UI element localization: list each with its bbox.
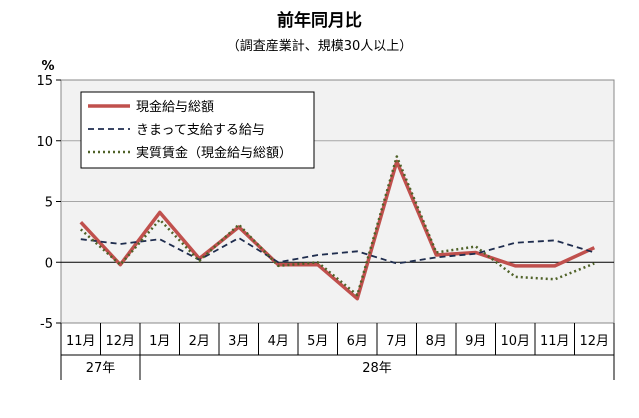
year-group-label: 28年 [362,361,392,376]
y-tick-label: 5 [45,196,53,211]
x-tick-label: 9月 [465,334,486,349]
x-tick-label: 11月 [540,334,570,349]
y-tick-label: 10 [36,135,53,150]
x-tick-label: 11月 [66,334,96,349]
x-tick-label: 4月 [268,334,289,349]
chart-title: 前年同月比 [277,10,362,31]
x-tick-label: 12月 [105,334,135,349]
series-line-1 [79,159,596,301]
series-lines [79,155,596,301]
y-tick-label: 0 [45,256,53,271]
year-group-label: 27年 [86,361,116,376]
y-axis-ticks: 15 10 5 0 -5 [36,74,61,332]
x-tick-label: 5月 [307,334,328,349]
series-line-2 [80,237,595,265]
series-line-3 [79,155,595,297]
x-tick-label: 6月 [347,334,368,349]
x-tick-label: 12月 [579,334,609,349]
y-axis-unit: % [41,59,54,74]
x-tick-label: 3月 [228,334,249,349]
chart-subtitle: （調査産業計、規模30人以上） [227,38,413,54]
legend-label-2: きまって支給する給与 [136,123,265,138]
y-tick-label: -5 [40,317,53,332]
legend-label-3: 実質賃金（現金給与総額） [136,145,292,161]
legend-label-1: 現金給与総額 [136,99,214,115]
x-tick-label: 1月 [149,334,170,349]
x-tick-label: 10月 [500,334,530,349]
x-tick-label: 8月 [426,334,447,349]
x-axis: 11月 12月 1月 2月 3月 4月 5月 6月 7月 8月 9月 10月 11月 12月 27年 28年 [60,323,615,380]
x-tick-label: 7月 [386,334,407,349]
y-tick-label: 15 [36,74,53,89]
x-tick-label: 2月 [189,334,210,349]
